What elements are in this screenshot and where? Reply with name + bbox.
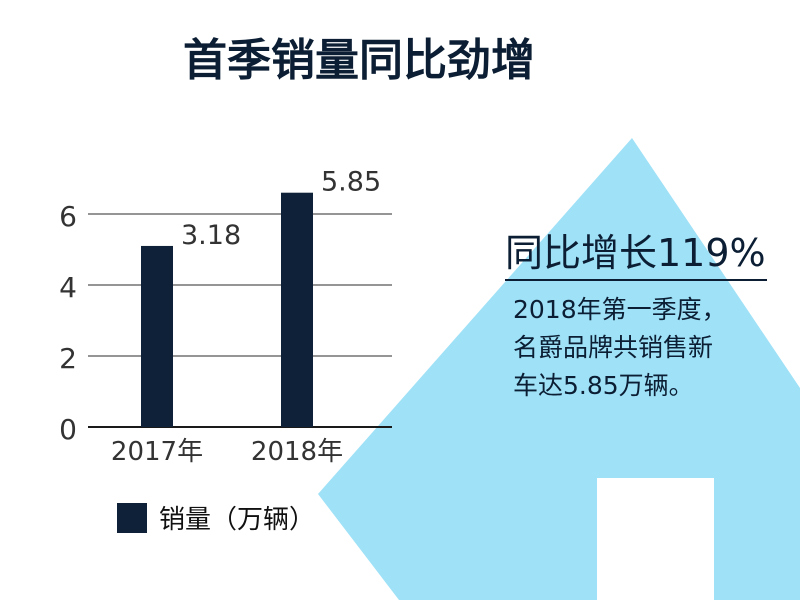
chart-legend: 销量（万辆） bbox=[117, 499, 315, 536]
callout-body: 2018年第一季度， 名爵品牌共销售新 车达5.85万辆。 bbox=[513, 291, 795, 405]
growth-headline: 同比增长119% bbox=[505, 222, 767, 281]
bar-2017年 bbox=[141, 245, 173, 427]
arrow-shape bbox=[318, 138, 800, 600]
y-tick-label: 2 bbox=[59, 342, 77, 375]
x-tick-label: 2017年 bbox=[111, 437, 203, 467]
callout-line: 名爵品牌共销售新 bbox=[513, 333, 714, 362]
callout-line: 2018年第一季度， bbox=[513, 295, 727, 324]
growth-callout: 同比增长119% 2018年第一季度， 名爵品牌共销售新 车达5.85万辆。 bbox=[505, 222, 795, 405]
x-tick-label: 2018年 bbox=[251, 437, 343, 467]
y-tick-label: 4 bbox=[59, 271, 77, 304]
legend-label: 销量（万辆） bbox=[159, 505, 316, 535]
data-label: 5.85 bbox=[321, 167, 381, 198]
legend-swatch bbox=[117, 502, 147, 533]
page-title: 首季销量同比劲增 bbox=[183, 35, 535, 86]
y-tick-label: 0 bbox=[59, 413, 77, 446]
data-label: 3.18 bbox=[181, 220, 241, 251]
bar-2018年 bbox=[281, 192, 313, 427]
callout-line: 车达5.85万辆。 bbox=[513, 371, 694, 400]
y-tick-label: 6 bbox=[59, 200, 77, 233]
